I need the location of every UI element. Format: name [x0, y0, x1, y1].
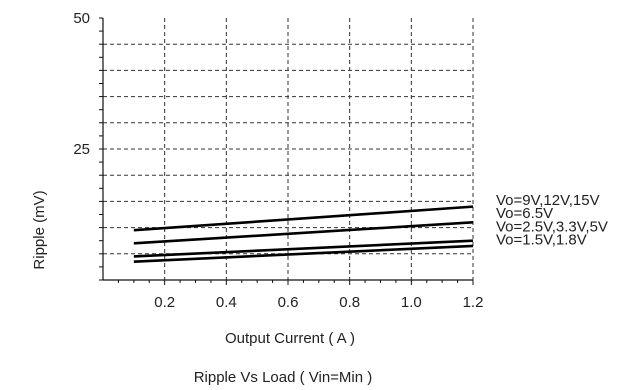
chart-title: Ripple Vs Load ( Vin=Min ) [194, 369, 373, 386]
legend: Vo=9V,12V,15VVo=6.5VVo=2.5V,3.3V,5VVo=1.… [496, 192, 608, 249]
y-tick-label: 25 [73, 141, 90, 158]
series-line [133, 205, 474, 232]
y-tick-label: 50 [73, 10, 90, 27]
axes: 50 25 0.2 0.4 0.6 0.8 1.0 1.2 [73, 10, 483, 311]
legend-label: Vo=6.5V [496, 205, 553, 222]
series-line [133, 221, 474, 245]
x-tick-label: 0.6 [278, 294, 299, 311]
series-lines [133, 205, 474, 263]
x-tick-label: 0.4 [216, 294, 237, 311]
legend-label: Vo=1.5V,1.8V [496, 232, 587, 249]
x-tick-label: 0.2 [154, 294, 175, 311]
grid-lines [103, 18, 474, 280]
x-tick-label: 0.8 [339, 294, 360, 311]
legend-label: Vo=2.5V,3.3V,5V [496, 218, 608, 235]
legend-label: Vo=9V,12V,15V [496, 192, 600, 209]
y-axis-label: Ripple (mV) [31, 190, 48, 269]
series-line [133, 244, 474, 263]
x-tick-label: 1.0 [401, 294, 422, 311]
series-line [133, 239, 474, 258]
x-axis-label: Output Current ( A ) [225, 330, 355, 347]
x-tick-label: 1.2 [463, 294, 484, 311]
